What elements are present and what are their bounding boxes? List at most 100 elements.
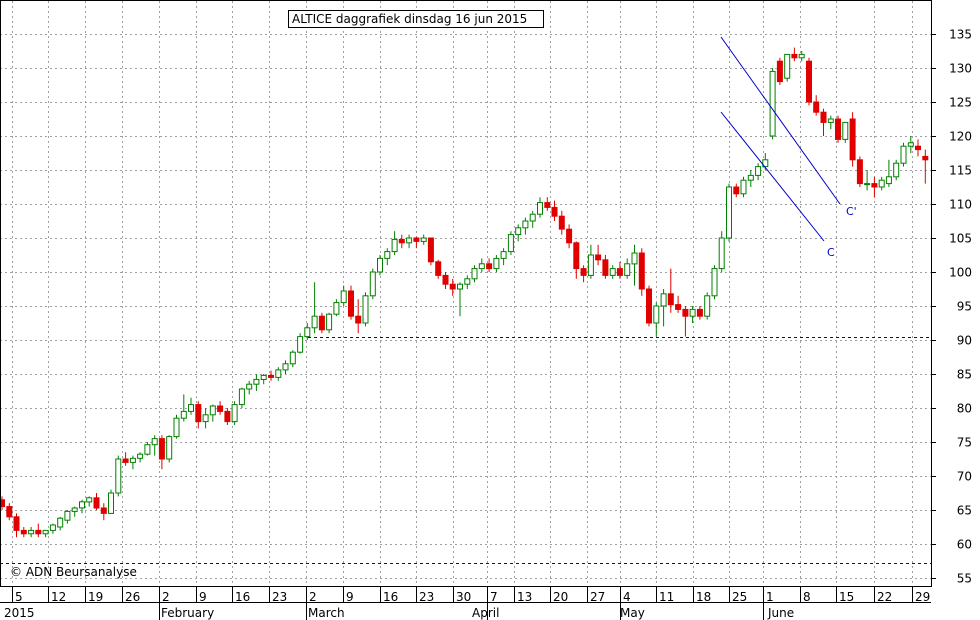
candle xyxy=(49,523,56,534)
candle-body-up xyxy=(42,529,49,535)
candle xyxy=(827,115,834,130)
candle xyxy=(173,414,180,439)
candle xyxy=(915,139,921,157)
candle-body-down xyxy=(435,261,442,276)
candle xyxy=(224,408,231,425)
candle-body-up xyxy=(260,374,267,380)
x-tick-label: 16 xyxy=(383,590,398,604)
candle xyxy=(544,197,551,211)
candle-body-up xyxy=(515,227,522,236)
candle-body-up xyxy=(151,438,158,446)
candle-body-down xyxy=(122,458,129,463)
candle-body-down xyxy=(820,111,827,123)
candle-body-down xyxy=(616,268,623,276)
candle xyxy=(348,285,354,320)
x-axis: 5 12 19 26 2 9 16 23 2 9 16 23 30 7 13 20 27 4 11 18 25 1 8 15 2… xyxy=(4,587,930,620)
candle-body-down xyxy=(602,259,609,276)
candle xyxy=(580,265,587,283)
candle-body-up xyxy=(900,145,907,164)
candle-body-up xyxy=(129,457,136,463)
candle-body-down xyxy=(348,290,354,317)
x-tick-label: 4 xyxy=(623,590,631,604)
grid xyxy=(0,1,931,586)
y-tick-label: 60 xyxy=(957,538,972,552)
x-tick-label: 23 xyxy=(272,590,287,604)
candle xyxy=(864,170,871,191)
candle-body-up xyxy=(842,121,849,140)
candle-body-down xyxy=(682,308,689,317)
candle xyxy=(289,350,296,368)
candle xyxy=(326,312,333,334)
candle-body-up xyxy=(704,295,711,317)
candle xyxy=(282,360,289,374)
candle-body-down xyxy=(915,145,921,151)
candle xyxy=(318,312,325,334)
y-tick-label: 110 xyxy=(949,198,972,212)
x-month-label: March xyxy=(308,606,345,620)
candle-body-up xyxy=(304,327,311,338)
channel-upper-line xyxy=(720,36,841,205)
candle-body-up xyxy=(137,453,144,459)
candle-body-up xyxy=(333,302,340,315)
candle xyxy=(93,493,100,510)
candle-body-up xyxy=(369,271,376,297)
candle-body-down xyxy=(442,274,449,285)
candle xyxy=(311,282,318,334)
x-tick-label: 19 xyxy=(88,590,103,604)
candle-body-up xyxy=(188,404,194,412)
candle-body-down xyxy=(449,283,456,290)
candle xyxy=(907,136,914,153)
candle xyxy=(137,452,144,463)
candle xyxy=(79,499,85,514)
plot-frame xyxy=(0,0,932,587)
candle-body-up xyxy=(660,293,667,307)
y-tick-label: 85 xyxy=(957,368,972,382)
candle xyxy=(246,380,253,395)
y-tick-label: 135 xyxy=(949,28,972,42)
candle xyxy=(253,374,260,391)
candle-body-down xyxy=(195,404,202,423)
candle-body-down xyxy=(6,506,13,518)
watermark: © ADN Beursanalyse xyxy=(10,565,137,579)
title-box xyxy=(288,10,544,28)
candle-body-up xyxy=(180,410,187,419)
candle xyxy=(57,516,64,531)
candle-body-up xyxy=(362,295,369,324)
candle xyxy=(202,408,209,429)
chart-title: ALTICE daggrafiek dinsdag 16 jun 2015 xyxy=(292,12,527,26)
candle xyxy=(20,527,27,538)
candle-body-up xyxy=(529,213,536,222)
candle-body-up xyxy=(457,283,463,290)
x-month-label: June xyxy=(767,606,794,620)
candle-body-up xyxy=(755,166,762,176)
candle xyxy=(900,142,907,167)
candle-body-up xyxy=(478,263,485,270)
candle xyxy=(682,306,689,337)
candle xyxy=(355,299,362,334)
candle-body-up xyxy=(740,179,747,195)
channel-lower-line xyxy=(720,111,825,242)
candle-body-up xyxy=(282,363,289,371)
candle xyxy=(486,258,493,272)
candle-body-down xyxy=(566,228,573,244)
candle xyxy=(573,241,580,279)
candle-body-down xyxy=(0,499,5,508)
candle xyxy=(449,278,456,296)
candlesticks xyxy=(0,47,929,538)
candle xyxy=(384,248,391,266)
candle xyxy=(529,210,536,228)
candle-body-up xyxy=(718,237,725,270)
candle-body-up xyxy=(326,313,333,331)
candle-body-up xyxy=(377,257,383,273)
candle-body-up xyxy=(609,268,616,276)
y-tick-label: 115 xyxy=(949,164,972,178)
candle xyxy=(733,183,740,198)
candle xyxy=(885,159,892,187)
candle-body-up xyxy=(631,252,638,265)
candle xyxy=(209,404,216,422)
candle xyxy=(100,503,107,521)
candle-body-down xyxy=(217,405,224,412)
candle-body-down xyxy=(355,315,362,324)
candle-body-down xyxy=(806,60,812,103)
candle xyxy=(609,265,616,279)
